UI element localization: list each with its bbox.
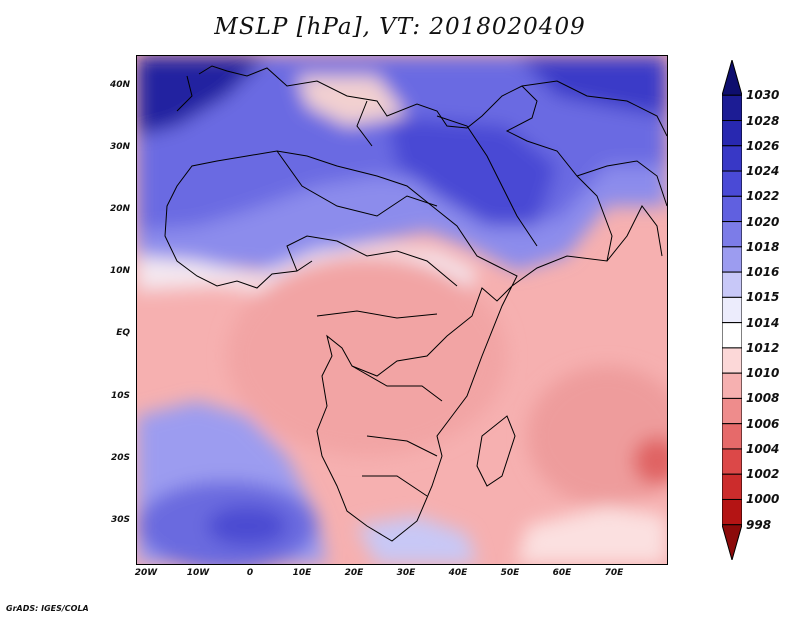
colorbar-cell bbox=[722, 498, 742, 526]
lon-label-20w: 20W bbox=[134, 568, 158, 578]
lat-label-10s: 10S bbox=[110, 391, 130, 401]
lon-label-10w: 10W bbox=[186, 568, 210, 578]
map-title: MSLP [hPa], VT: 2018020409 bbox=[214, 14, 586, 40]
colorbar-cell bbox=[722, 322, 742, 349]
lon-label-70e: 70E bbox=[604, 568, 624, 578]
grads-credit: GrADS: IGES/COLA bbox=[6, 604, 89, 613]
colorbar-cell bbox=[722, 60, 742, 96]
colorbar-label: 1010 bbox=[746, 366, 780, 381]
colorbar-cell bbox=[722, 524, 742, 560]
colorbar-label: 1024 bbox=[746, 164, 780, 179]
lon-label-20e: 20E bbox=[344, 568, 364, 578]
colorbar-label: 1000 bbox=[746, 492, 780, 507]
colorbar-cell bbox=[722, 372, 742, 399]
colorbar-cell bbox=[722, 120, 742, 147]
colorbar-label: 1020 bbox=[746, 214, 780, 229]
colorbar-cell bbox=[722, 195, 742, 223]
lon-label-50e: 50E bbox=[500, 568, 520, 578]
colorbar-label: 1028 bbox=[746, 113, 780, 128]
map-panel bbox=[136, 55, 668, 565]
colorbar-cell bbox=[722, 246, 742, 273]
colorbar-label: 1004 bbox=[746, 441, 780, 456]
colorbar-cell bbox=[722, 271, 742, 298]
pressure-field bbox=[137, 56, 667, 564]
colorbar-label: 1022 bbox=[746, 189, 780, 204]
colorbar-cell bbox=[722, 473, 742, 500]
lat-label-30n: 30N bbox=[109, 142, 130, 152]
colorbar-cell bbox=[722, 347, 742, 374]
colorbar-label: 1014 bbox=[746, 315, 780, 330]
colorbar-label: 1008 bbox=[746, 391, 780, 406]
colorbar-cell bbox=[722, 145, 742, 172]
colorbar-cell bbox=[722, 448, 742, 475]
lon-label-0: 0 bbox=[246, 568, 254, 578]
madagascar bbox=[476, 415, 516, 487]
lat-label-20n: 20N bbox=[109, 204, 130, 214]
lat-label-20s: 20S bbox=[110, 453, 130, 463]
lat-label-eq: EQ bbox=[116, 328, 130, 338]
colorbar-cell bbox=[722, 397, 742, 425]
colorbar-label: 1006 bbox=[746, 416, 780, 431]
pressure-map bbox=[137, 56, 667, 564]
lon-label-10e: 10E bbox=[292, 568, 312, 578]
colorbar-label: 998 bbox=[746, 517, 772, 532]
lon-label-40e: 40E bbox=[448, 568, 468, 578]
colorbar-label: 1015 bbox=[746, 290, 780, 305]
colorbar-cell bbox=[722, 94, 742, 122]
lon-label-30e: 30E bbox=[396, 568, 416, 578]
lat-label-10n: 10N bbox=[109, 266, 130, 276]
coastline bbox=[164, 65, 667, 542]
colorbar-label: 1012 bbox=[746, 340, 780, 355]
lat-label-30s: 30S bbox=[110, 515, 130, 525]
lon-label-60e: 60E bbox=[552, 568, 572, 578]
colorbar-label: 1030 bbox=[746, 88, 780, 103]
colorbar-cell bbox=[722, 423, 742, 450]
colorbar-cell bbox=[722, 170, 742, 197]
colorbar-label: 1018 bbox=[746, 239, 780, 254]
colorbar-cell bbox=[722, 296, 742, 324]
colorbar bbox=[722, 60, 742, 560]
colorbar-label: 1002 bbox=[746, 467, 780, 482]
colorbar-label: 1026 bbox=[746, 138, 780, 153]
colorbar-label: 1016 bbox=[746, 265, 780, 280]
lat-label-40n: 40N bbox=[109, 80, 130, 90]
colorbar-cell bbox=[722, 221, 742, 248]
